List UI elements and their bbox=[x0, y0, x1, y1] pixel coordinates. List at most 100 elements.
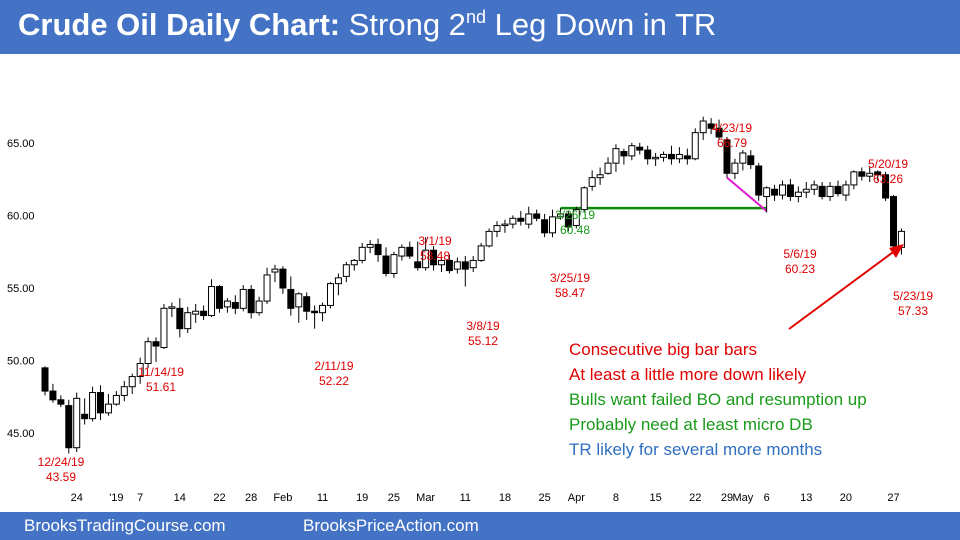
candle-body bbox=[628, 145, 636, 157]
x-tick-label: 8 bbox=[613, 492, 619, 504]
candle-body bbox=[549, 216, 557, 234]
candle-body bbox=[564, 213, 572, 228]
candle-body bbox=[556, 213, 564, 218]
candle-body bbox=[239, 288, 247, 309]
candle-body bbox=[771, 188, 779, 196]
candle-body bbox=[778, 184, 786, 196]
candle-body bbox=[644, 149, 652, 160]
candle-body bbox=[477, 245, 485, 261]
annotation-4: Probably need at least micro DB bbox=[569, 415, 813, 434]
arrow-head bbox=[889, 244, 904, 258]
x-tick-label: 7 bbox=[137, 492, 143, 504]
candle-body bbox=[366, 243, 374, 248]
x-tick-label: Apr bbox=[568, 492, 585, 504]
candle-body bbox=[192, 310, 200, 315]
candle-body bbox=[406, 246, 414, 257]
y-tick-label: 55.00 bbox=[7, 283, 35, 295]
candle-body bbox=[303, 296, 311, 312]
candle-body bbox=[73, 397, 81, 449]
candle-body bbox=[263, 274, 271, 302]
candle-body bbox=[112, 394, 120, 405]
candle-body bbox=[390, 254, 398, 274]
x-tick-label: May bbox=[732, 492, 753, 504]
title-post: Leg Down in TR bbox=[494, 7, 717, 42]
price-label-date: 3/26/19 bbox=[555, 208, 595, 222]
candle-body bbox=[287, 288, 295, 309]
footer-bar: BrooksTradingCourse.com BrooksPriceActio… bbox=[0, 512, 960, 540]
candle-body bbox=[509, 217, 517, 225]
x-tick-label: Mar bbox=[416, 492, 435, 504]
candle-body bbox=[231, 302, 239, 309]
price-label-date: 12/24/19 bbox=[38, 455, 85, 469]
x-tick-label: 19 bbox=[356, 492, 368, 504]
candle-body bbox=[691, 132, 699, 160]
candle-body bbox=[120, 386, 128, 396]
candle-body bbox=[858, 171, 866, 177]
annotation-2: At least a little more down likely bbox=[569, 365, 807, 384]
candle-body bbox=[834, 185, 842, 195]
price-chart: 45.00 50.00 55.00 60.00 65.00 24 '19 7 14 22 28 Feb… bbox=[7, 116, 933, 504]
y-tick-label: 65.00 bbox=[7, 138, 35, 150]
candle-body bbox=[810, 184, 818, 190]
price-label-value: 60.23 bbox=[785, 262, 815, 276]
candle-body bbox=[874, 171, 882, 176]
candle-body bbox=[255, 300, 263, 314]
candle-body bbox=[57, 399, 65, 405]
candle-body bbox=[319, 304, 327, 314]
x-tick-label: 22 bbox=[213, 492, 225, 504]
candle-body bbox=[247, 288, 255, 314]
candle-body bbox=[342, 264, 350, 277]
x-tick-label: 28 bbox=[245, 492, 257, 504]
candle-body bbox=[65, 405, 73, 449]
micro-trendline bbox=[726, 176, 768, 212]
candle-body bbox=[215, 286, 223, 309]
price-label-value: 63.26 bbox=[873, 172, 903, 186]
candle-body bbox=[541, 219, 549, 234]
price-label-date: 3/1/19 bbox=[418, 234, 452, 248]
candle-body bbox=[794, 191, 802, 198]
candle-body bbox=[636, 146, 644, 151]
candle-body bbox=[184, 312, 192, 330]
candle-body bbox=[160, 307, 168, 349]
candle-body bbox=[279, 268, 287, 289]
candle-body bbox=[382, 255, 390, 274]
candle-body bbox=[715, 127, 723, 138]
candle-body bbox=[866, 172, 874, 177]
price-label-value: 57.33 bbox=[898, 304, 928, 318]
candle-body bbox=[152, 341, 160, 347]
candle-body bbox=[572, 209, 580, 227]
candle-body bbox=[414, 261, 422, 269]
price-label-value: 43.59 bbox=[46, 470, 76, 484]
page-title: Crude Oil Daily Chart: Strong 2nd Leg Do… bbox=[18, 7, 716, 43]
candle-body bbox=[882, 174, 890, 199]
x-tick-label: 6 bbox=[764, 492, 770, 504]
candle-body bbox=[683, 155, 691, 160]
x-tick-label: 14 bbox=[174, 492, 186, 504]
price-label-value: 66.79 bbox=[717, 136, 747, 150]
candle-body bbox=[438, 259, 445, 266]
candle-body bbox=[660, 153, 668, 158]
candle-body bbox=[739, 152, 747, 164]
candle-body bbox=[208, 286, 216, 317]
annotation-5: TR likely for several more months bbox=[569, 440, 823, 459]
x-tick-label: 22 bbox=[689, 492, 701, 504]
x-tick-label: 15 bbox=[649, 492, 661, 504]
candle-body bbox=[41, 367, 49, 392]
candle-body bbox=[517, 217, 525, 222]
x-tick-label: 25 bbox=[538, 492, 550, 504]
x-tick-label: '19 bbox=[109, 492, 123, 504]
footer-link-left[interactable]: BrooksTradingCourse.com bbox=[24, 516, 226, 535]
candle-body bbox=[667, 153, 675, 160]
candle-body bbox=[311, 310, 319, 314]
price-label-value: 55.12 bbox=[468, 334, 498, 348]
candle-body bbox=[652, 156, 660, 160]
x-tick-label: Feb bbox=[273, 492, 292, 504]
candle-body bbox=[533, 213, 541, 219]
title-pre: Strong 2 bbox=[348, 7, 466, 42]
footer-link-right[interactable]: BrooksPriceAction.com bbox=[303, 516, 479, 535]
candle-body bbox=[445, 259, 453, 272]
candle-body bbox=[588, 177, 596, 187]
candle-body bbox=[128, 376, 136, 388]
candle-body bbox=[422, 249, 430, 269]
candle-body bbox=[453, 261, 461, 270]
